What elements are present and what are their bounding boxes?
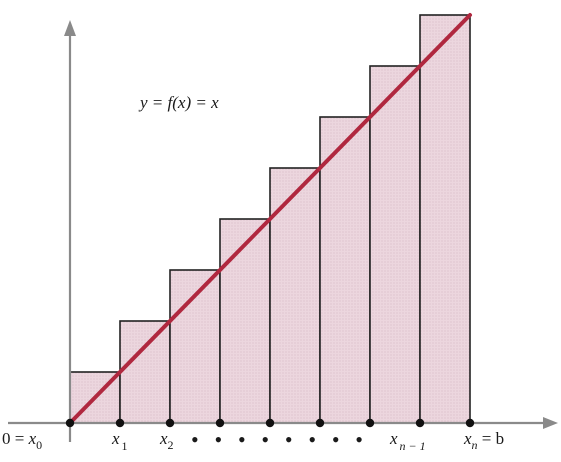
partition-point [415,418,425,428]
function-line [68,13,472,425]
partition-point [265,418,275,428]
xn-label: xn = b [463,429,504,452]
x0-label: 0 = x0 [2,429,42,452]
partition-point [365,418,375,428]
partition-point [115,418,125,428]
sum-rectangle [119,320,171,424]
equation-label: y = f(x) = x [138,93,219,112]
y-axis-arrowhead [64,20,76,36]
partition-points [65,418,475,428]
x2-label: x2 [159,429,174,452]
partition-point [315,418,325,428]
partition-point [465,418,475,428]
partition-point [65,418,75,428]
partition-point [165,418,175,428]
partition-point [215,418,225,428]
sum-rectangle [369,65,421,424]
sum-rectangle [319,116,371,424]
sum-rectangle [419,14,471,424]
ellipsis-dots: • • • • • • • • [191,427,363,452]
x-axis-arrowhead [543,417,558,429]
sum-rectangle [219,218,271,424]
sum-rectangle [269,167,321,424]
